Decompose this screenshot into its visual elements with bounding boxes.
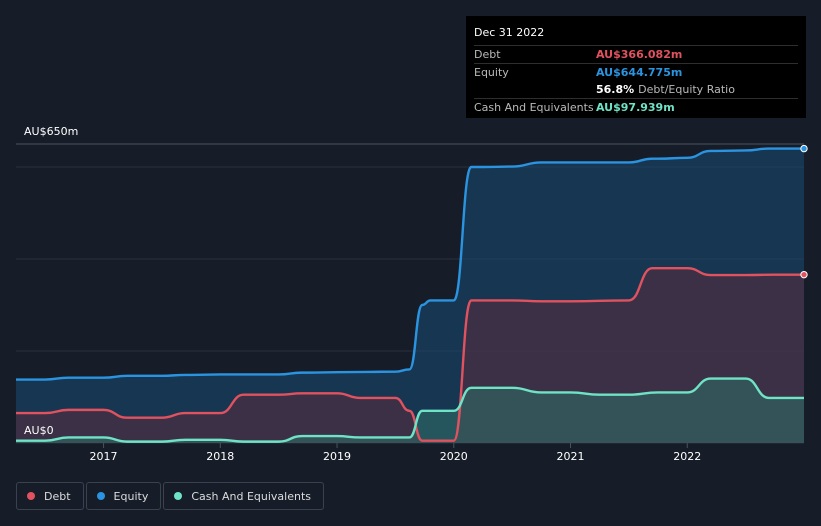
legend-cash-dot [174, 492, 183, 500]
y-axis-top-label: AU$650m [24, 125, 79, 138]
legend: Debt Equity Cash And Equivalents [16, 482, 326, 510]
tooltip-equity-label: Equity [474, 66, 509, 79]
x-tick-label-2020: 2020 [440, 450, 468, 463]
x-tick-label-2021: 2021 [557, 450, 585, 463]
tooltip-cash-value: AU$97.939m [596, 101, 675, 114]
tooltip-debt-label: Debt [474, 48, 501, 61]
tooltip-equity-value: AU$644.775m [596, 66, 683, 79]
tooltip-row-debt: Debt AU$366.082m [474, 45, 798, 63]
equity-end-marker [800, 144, 808, 153]
legend-equity-label: Equity [113, 489, 149, 503]
legend-cash-label: Cash And Equivalents [191, 489, 311, 503]
series-end-markers [800, 144, 808, 279]
tooltip-row-equity: Equity AU$644.775m [474, 63, 798, 81]
legend-debt-label: Debt [44, 489, 71, 503]
equity-line [15, 147, 804, 381]
legend-item-equity[interactable]: Equity [85, 482, 162, 510]
tooltip: Dec 31 2022 Debt AU$366.082m Equity AU$6… [466, 16, 806, 118]
cash-and-equivalents-line [16, 377, 804, 443]
x-tick-label-2022: 2022 [673, 450, 701, 463]
tooltip-ratio-label: Debt/Equity Ratio [638, 83, 735, 96]
legend-equity-dot [96, 492, 105, 500]
x-tick-label-2019: 2019 [323, 450, 351, 463]
x-axis-ticks: 2017 2018 2019 2020 2021 2022 [90, 443, 701, 463]
x-tick-label-2017: 2017 [90, 450, 118, 463]
y-axis-bottom-label: AU$0 [24, 424, 54, 437]
tooltip-cash-label: Cash And Equivalents [474, 101, 594, 114]
x-tick-label-2018: 2018 [206, 450, 234, 463]
debt-line [16, 266, 805, 442]
legend-item-cash[interactable]: Cash And Equivalents [163, 482, 324, 510]
legend-debt-dot [27, 492, 35, 500]
tooltip-debt-value: AU$366.082m [596, 48, 683, 61]
debt-end-marker [800, 270, 808, 279]
series-lines [15, 147, 805, 443]
tooltip-row-ratio: 56.8% Debt/Equity Ratio [474, 81, 798, 98]
tooltip-ratio-value: 56.8% [596, 83, 635, 96]
tooltip-date: Dec 31 2022 [474, 26, 545, 39]
legend-item-debt[interactable]: Debt [16, 482, 84, 510]
series-areas [16, 148, 804, 443]
tooltip-row-cash: Cash And Equivalents AU$97.939m [474, 98, 798, 116]
